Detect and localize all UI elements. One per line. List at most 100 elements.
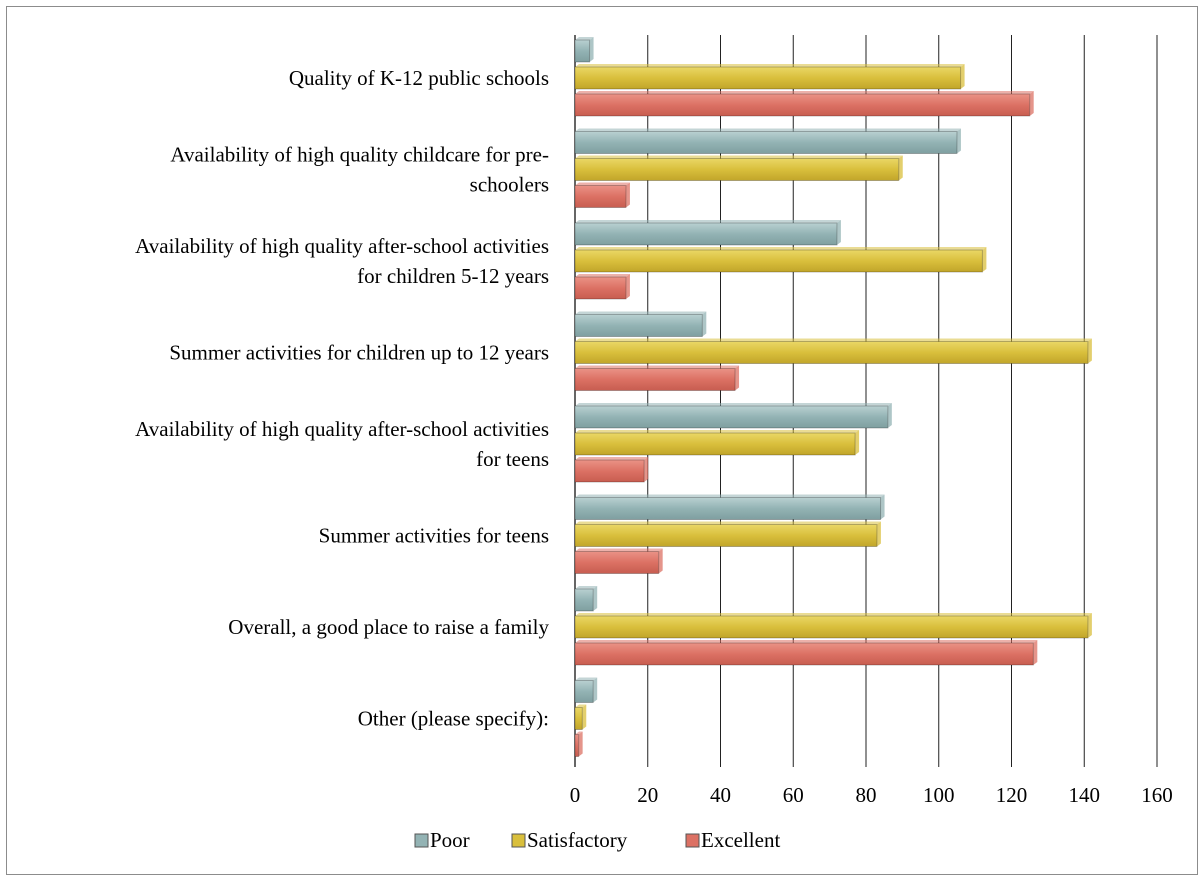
bar-poor — [574, 128, 961, 154]
bar-top-face — [575, 586, 598, 589]
bar-front — [574, 734, 580, 757]
bar-end-face — [855, 430, 860, 455]
bar-end-face — [589, 37, 594, 62]
x-tick-label: 160 — [1141, 783, 1173, 807]
bar-front — [574, 314, 703, 337]
bar-top-face — [575, 457, 649, 460]
category-label: Other (please specify): — [358, 707, 549, 731]
category-label-line: for teens — [476, 447, 549, 471]
bar-top-face — [575, 731, 583, 735]
bar-top-face — [575, 677, 598, 681]
bar-front — [574, 588, 594, 612]
bar-poor — [574, 586, 598, 612]
category-label: Availability of high quality after-schoo… — [135, 417, 549, 471]
bar-top-face — [575, 128, 961, 132]
x-tick-label: 100 — [923, 783, 955, 807]
x-tick-label: 80 — [856, 783, 877, 807]
bar-top-face — [575, 64, 965, 67]
category-label: Quality of K-12 public schools — [289, 66, 549, 90]
legend: Poor Satisfactory Excellent — [414, 828, 780, 852]
bar-front — [574, 680, 594, 703]
legend-item-poor: Poor — [414, 828, 470, 852]
bar-excellent — [574, 640, 1038, 666]
legend-swatch — [685, 833, 700, 848]
category-label: Summer activities for children up to 12 … — [169, 341, 549, 365]
bar-front — [574, 707, 583, 730]
legend-label: Poor — [430, 828, 470, 852]
bar-end-face — [982, 247, 987, 272]
bar-excellent — [574, 274, 630, 300]
legend-label: Satisfactory — [527, 828, 628, 852]
bar-top-face — [575, 338, 1092, 342]
bar-front — [574, 39, 591, 63]
bar-end-face — [880, 494, 885, 520]
bars — [574, 37, 1092, 757]
bar-end-face — [702, 311, 707, 337]
bar-end-face — [1033, 640, 1038, 665]
bar-top-face — [575, 365, 740, 369]
bar-top-face — [575, 91, 1034, 94]
legend-item-excellent: Excellent — [685, 828, 780, 852]
bar-top-face — [575, 155, 903, 159]
bar-end-face — [644, 457, 649, 482]
category-label: Availability of high quality childcare f… — [170, 143, 549, 197]
bar-top-face — [575, 548, 663, 552]
bar-end-face — [956, 128, 961, 154]
bar-end-face — [735, 365, 740, 391]
bar-end-face — [836, 220, 841, 245]
bar-front — [574, 222, 838, 246]
bar-front — [574, 615, 1089, 639]
bar-poor — [574, 677, 598, 703]
bar-satisfactory — [574, 521, 881, 547]
bar-end-face — [625, 182, 630, 208]
category-label: Availability of high quality after-schoo… — [135, 234, 549, 288]
category-label: Overall, a good place to raise a family — [228, 615, 549, 639]
bar-end-face — [582, 704, 587, 730]
category-label: Summer activities for teens — [319, 524, 549, 548]
bar-satisfactory — [574, 430, 860, 456]
bar-front — [574, 93, 1031, 117]
bar-top-face — [575, 704, 587, 708]
bar-top-face — [575, 640, 1038, 643]
bar-satisfactory — [574, 704, 587, 730]
category-labels: Quality of K-12 public schools Availabili… — [135, 66, 549, 731]
x-tick-label: 20 — [637, 783, 658, 807]
category-label-line: for children 5-12 years — [357, 264, 549, 288]
x-tick-label: 120 — [996, 783, 1028, 807]
bar-top-face — [575, 403, 892, 406]
bar-satisfactory — [574, 338, 1092, 364]
bar-top-face — [575, 182, 630, 186]
bar-poor — [574, 494, 885, 520]
bar-front — [574, 249, 983, 273]
bar-top-face — [575, 311, 707, 315]
category-label-line: Quality of K-12 public schools — [289, 66, 549, 90]
legend-item-satisfactory: Satisfactory — [511, 828, 628, 852]
legend-swatch — [511, 833, 526, 848]
bar-end-face — [625, 274, 630, 299]
category-label-line: Overall, a good place to raise a family — [228, 615, 549, 639]
bar-top-face — [575, 37, 594, 40]
bar-front — [574, 524, 878, 547]
bar-front — [574, 276, 627, 300]
bar-end-face — [1029, 91, 1034, 116]
bar-front — [574, 432, 856, 456]
bar-top-face — [575, 613, 1092, 616]
bar-end-face — [887, 403, 892, 428]
bar-front — [574, 497, 882, 520]
category-label-line: Availability of high quality after-schoo… — [135, 417, 549, 441]
x-tick-label: 140 — [1069, 783, 1101, 807]
bar-end-face — [1087, 613, 1092, 638]
bar-excellent — [574, 457, 649, 483]
legend-swatch — [414, 833, 429, 848]
bar-end-face — [578, 731, 583, 757]
bar-satisfactory — [574, 155, 903, 181]
bar-front — [574, 459, 645, 483]
category-label-line: Availability of high quality after-schoo… — [135, 234, 549, 258]
bar-front — [574, 642, 1034, 666]
bar-front — [574, 341, 1089, 364]
bar-front — [574, 368, 736, 391]
bar-top-face — [575, 274, 630, 277]
bar-poor — [574, 37, 594, 63]
x-tick-label: 40 — [710, 783, 731, 807]
bar-end-face — [898, 155, 903, 181]
